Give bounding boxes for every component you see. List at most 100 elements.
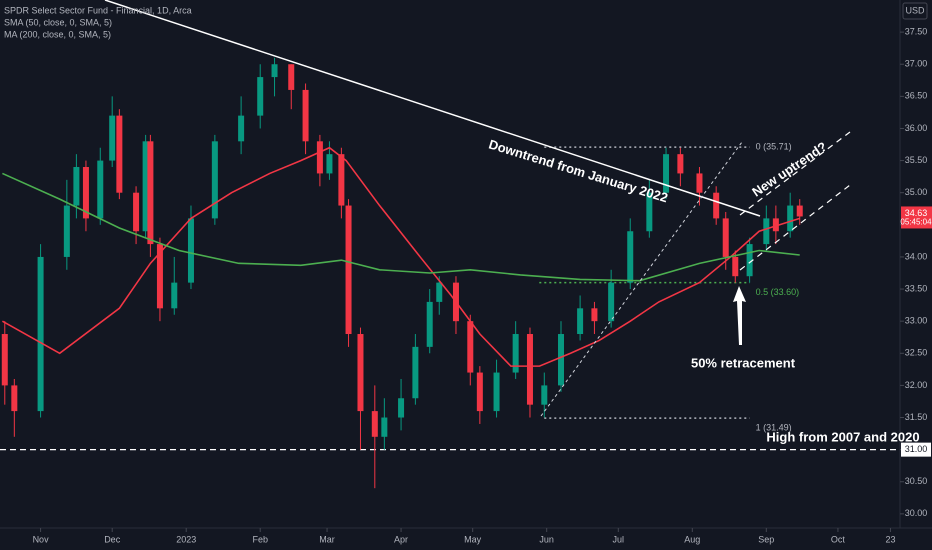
candle-body <box>116 115 123 193</box>
candle-body <box>142 141 149 232</box>
candle-body <box>147 141 154 245</box>
candle-body <box>722 218 729 257</box>
candle-body <box>97 160 104 219</box>
y-tick-label: 31.50 <box>905 412 928 422</box>
fib-label: 0.5 (33.60) <box>756 287 800 297</box>
downtrend-line <box>104 0 761 217</box>
x-tick-label: Jul <box>613 534 625 544</box>
x-tick-label: Aug <box>684 534 700 544</box>
annotation: High from 2007 and 2020 <box>766 429 919 444</box>
y-tick-label: 35.50 <box>905 155 928 165</box>
y-tick-label: 33.00 <box>905 316 928 326</box>
candle-body <box>1 334 8 386</box>
candle-body <box>493 372 500 412</box>
annotation: 50% retracement <box>691 355 796 370</box>
candle-body <box>302 89 309 142</box>
candle-body <box>608 282 615 322</box>
candle-body <box>746 244 753 277</box>
legend-entry: SMA (50, close, 0, SMA, 5) <box>4 17 112 27</box>
candle-body <box>73 167 80 206</box>
candle-body <box>82 167 89 219</box>
fib-label: 1 (31.49) <box>756 423 792 433</box>
candle-body <box>467 321 474 373</box>
chart-title: SPDR Select Sector Fund - Financial, 1D,… <box>4 5 192 15</box>
x-tick-label: Dec <box>104 534 121 544</box>
candle-body <box>541 385 548 405</box>
candle-body <box>772 218 779 232</box>
candle-body <box>371 411 378 437</box>
candle-body <box>398 398 405 418</box>
ma-line <box>2 172 800 282</box>
candle-body <box>187 218 194 283</box>
y-tick-label: 33.50 <box>905 283 928 293</box>
candle-body <box>357 334 364 412</box>
y-tick-label: 36.00 <box>905 123 928 133</box>
candle-body <box>732 256 739 277</box>
annotation: Downtrend from January 2022 <box>487 137 670 206</box>
candle-body <box>591 308 598 322</box>
candle-body <box>796 205 803 217</box>
candle-body <box>412 346 419 399</box>
candle-body <box>476 372 483 412</box>
candle-body <box>627 231 634 283</box>
candle-body <box>663 154 670 193</box>
price-label: 34.63 <box>905 208 928 218</box>
candle-body <box>436 282 443 302</box>
x-tick-label: Apr <box>394 534 408 544</box>
candle-body <box>426 301 433 347</box>
candle-body <box>211 141 218 219</box>
currency: USD <box>905 5 925 15</box>
candle-body <box>37 256 44 412</box>
candle-body <box>558 334 565 386</box>
candle-body <box>577 308 584 335</box>
candle-body <box>381 417 388 437</box>
y-tick-label: 30.50 <box>905 476 928 486</box>
fib-label: 0 (35.71) <box>756 141 792 151</box>
x-tick-label: Oct <box>831 534 846 544</box>
fib-diagonal <box>540 141 743 417</box>
candle-body <box>526 334 533 405</box>
channel-lower <box>739 184 851 271</box>
x-tick-label: 23 <box>885 534 895 544</box>
x-tick-label: 2023 <box>176 534 196 544</box>
currency-box <box>902 2 928 20</box>
y-tick-label: 37.50 <box>905 26 928 36</box>
candle-body <box>257 77 264 116</box>
x-tick-label: Nov <box>33 534 50 544</box>
countdown: 05:45:04 <box>900 218 932 227</box>
candle-body <box>696 173 703 193</box>
candle-body <box>271 64 278 78</box>
y-tick-label: 35.00 <box>905 187 928 197</box>
candle-body <box>345 205 352 335</box>
level-label-box <box>901 442 931 457</box>
legend-entry: MA (200, close, 0, SMA, 5) <box>4 29 111 39</box>
x-tick-label: Feb <box>252 534 268 544</box>
ma-line <box>1 146 800 367</box>
candle-body <box>288 64 295 90</box>
candle-body <box>171 282 178 309</box>
candle-body <box>713 192 720 219</box>
y-tick-label: 32.50 <box>905 348 928 358</box>
x-tick-label: Jun <box>539 534 554 544</box>
x-tick-label: Mar <box>319 534 335 544</box>
candle-body <box>109 115 116 161</box>
y-tick-label: 36.50 <box>905 91 928 101</box>
candle-body <box>677 154 684 174</box>
level-label: 31.00 <box>905 444 928 454</box>
candle-body <box>326 154 333 174</box>
candle-body <box>763 218 770 245</box>
y-tick-label: 37.00 <box>905 59 928 69</box>
x-tick-label: May <box>464 534 482 544</box>
candle-body <box>133 192 140 232</box>
y-tick-label: 32.00 <box>905 380 928 390</box>
x-tick-label: Sep <box>758 534 774 544</box>
price-label-box <box>901 206 932 229</box>
candle-body <box>63 205 70 257</box>
candle-body <box>787 205 794 232</box>
candle-body <box>316 141 323 174</box>
candle-body <box>646 192 653 232</box>
channel-upper <box>739 131 851 216</box>
candle-body <box>11 385 18 412</box>
candle-body <box>238 115 245 142</box>
candle-body <box>512 334 519 373</box>
